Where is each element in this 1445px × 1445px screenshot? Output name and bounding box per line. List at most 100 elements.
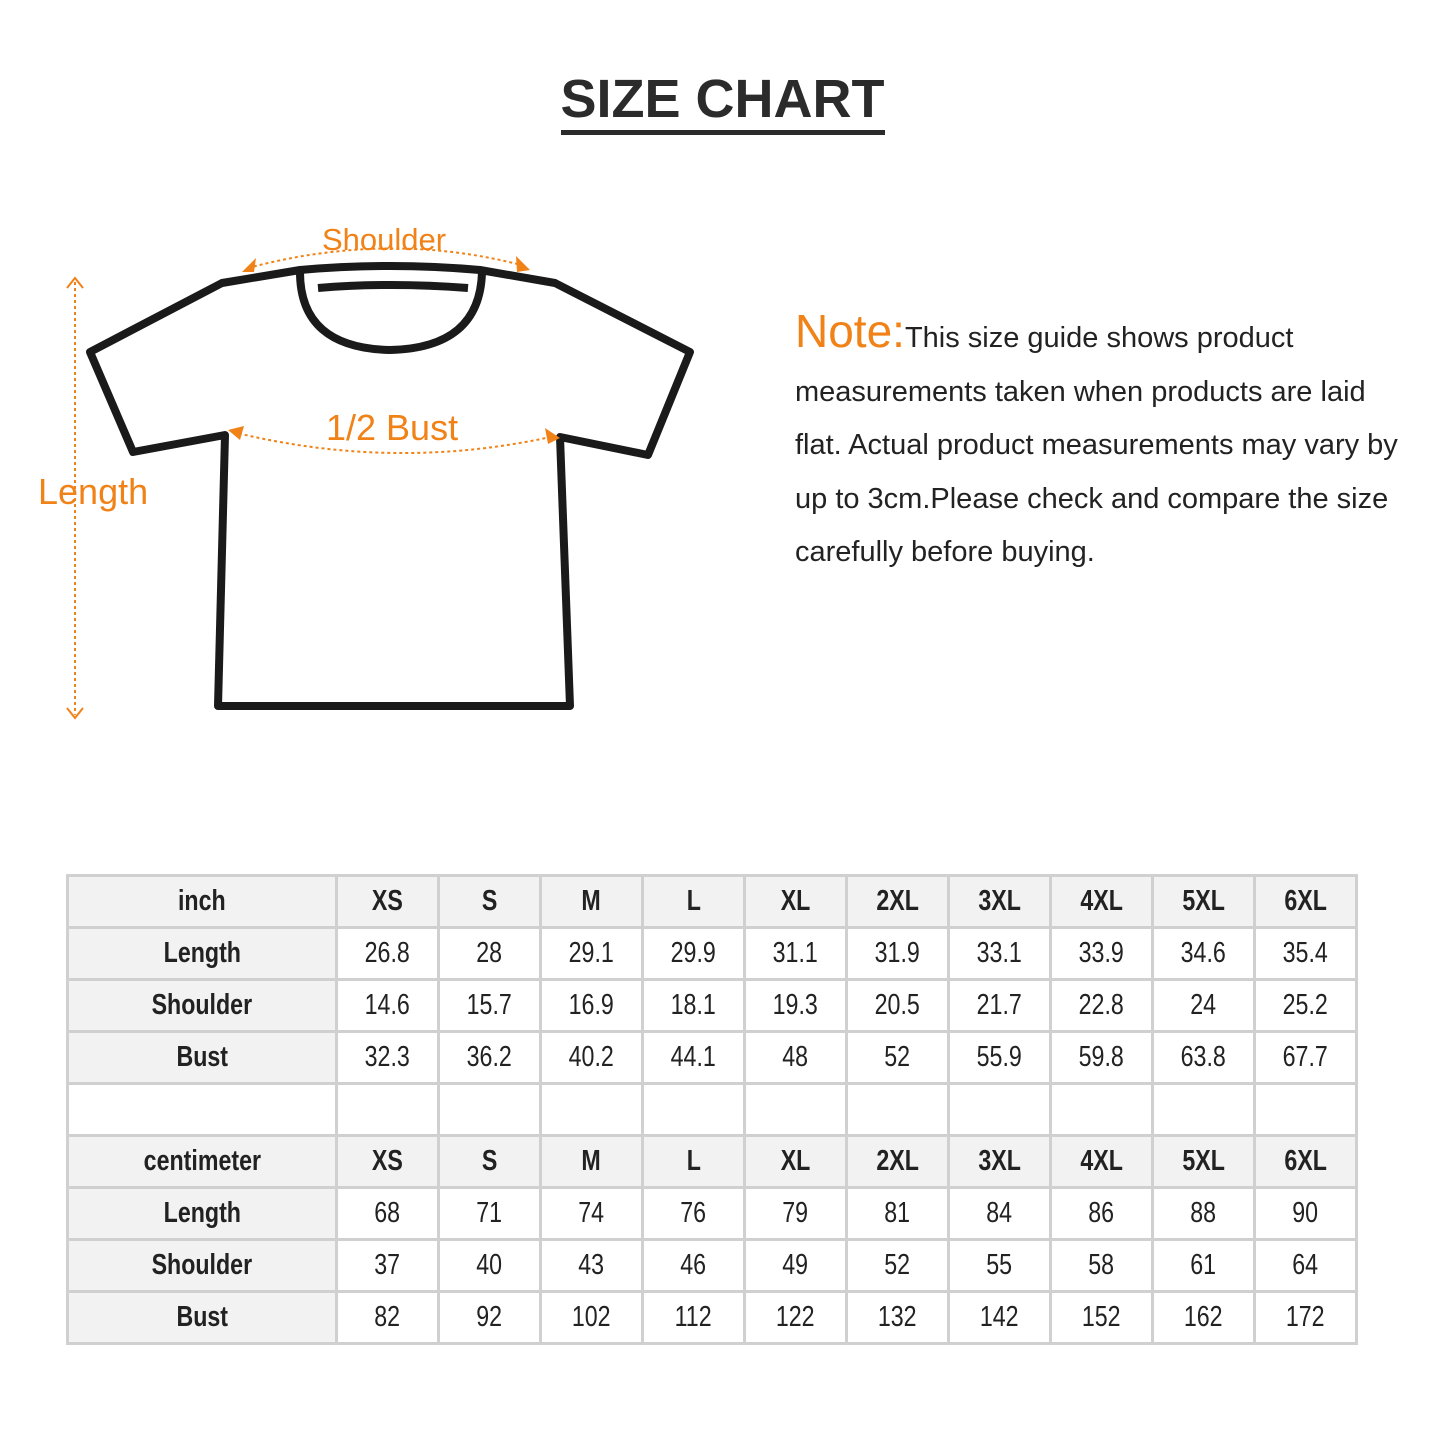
value-cell: 31.1 bbox=[743, 926, 848, 981]
value-cell: 29.9 bbox=[641, 926, 746, 981]
value-cell: 20.5 bbox=[845, 978, 950, 1033]
value-cell: 63.8 bbox=[1151, 1030, 1256, 1085]
tshirt-diagram bbox=[66, 247, 694, 720]
tshirt-outline bbox=[86, 262, 694, 710]
value-cell: 142 bbox=[947, 1290, 1052, 1345]
size-header: 5XL bbox=[1151, 1134, 1256, 1189]
size-header: S bbox=[437, 1134, 542, 1189]
value-cell: 29.1 bbox=[539, 926, 644, 981]
row-label: Shoulder bbox=[66, 1238, 338, 1293]
value-cell: 44.1 bbox=[641, 1030, 746, 1085]
value-cell: 52 bbox=[845, 1238, 950, 1293]
value-cell: 49 bbox=[743, 1238, 848, 1293]
value-cell: 36.2 bbox=[437, 1030, 542, 1085]
value-cell: 37 bbox=[335, 1238, 440, 1293]
value-cell: 35.4 bbox=[1253, 926, 1358, 981]
size-header: S bbox=[437, 874, 542, 929]
bust-label: 1/2 Bust bbox=[326, 407, 459, 448]
note-text: Note:This size guide shows product measu… bbox=[795, 305, 1398, 568]
value-cell: 71 bbox=[437, 1186, 542, 1241]
value-cell: 19.3 bbox=[743, 978, 848, 1033]
measure-arrows bbox=[74, 247, 556, 715]
size-header: 5XL bbox=[1151, 874, 1256, 929]
empty-cell bbox=[66, 1082, 338, 1137]
size-header: L bbox=[641, 874, 746, 929]
value-cell: 48 bbox=[743, 1030, 848, 1085]
size-header: XS bbox=[335, 1134, 440, 1189]
value-cell: 58 bbox=[1049, 1238, 1154, 1293]
size-header: XL bbox=[743, 1134, 848, 1189]
arrow-heads bbox=[66, 256, 560, 720]
page-title: SIZE CHART bbox=[0, 68, 1445, 135]
value-cell: 112 bbox=[641, 1290, 746, 1345]
table-row: Shoulder 14.6 15.7 16.9 18.1 19.3 20.5 21.7 22.8… bbox=[66, 978, 1358, 1033]
size-header: XS bbox=[335, 874, 440, 929]
size-header: 6XL bbox=[1253, 874, 1358, 929]
value-cell: 52 bbox=[845, 1030, 950, 1085]
size-header: L bbox=[641, 1134, 746, 1189]
spacer-row bbox=[66, 1082, 1358, 1137]
value-cell: 43 bbox=[539, 1238, 644, 1293]
empty-cell bbox=[743, 1082, 848, 1137]
value-cell: 46 bbox=[641, 1238, 746, 1293]
value-cell: 79 bbox=[743, 1186, 848, 1241]
note-label: Note: bbox=[795, 305, 905, 357]
value-cell: 90 bbox=[1253, 1186, 1358, 1241]
value-cell: 68 bbox=[335, 1186, 440, 1241]
size-header: 2XL bbox=[845, 874, 950, 929]
value-cell: 132 bbox=[845, 1290, 950, 1345]
size-table: inch XS S M L XL 2XL 3XL 4XL 5XL 6XL Length 26.8 28 29… bbox=[66, 874, 1358, 1345]
size-header: M bbox=[539, 1134, 644, 1189]
value-cell: 24 bbox=[1151, 978, 1256, 1033]
unit-header: centimeter bbox=[66, 1134, 338, 1189]
value-cell: 40.2 bbox=[539, 1030, 644, 1085]
length-label: Length bbox=[38, 471, 149, 512]
value-cell: 22.8 bbox=[1049, 978, 1154, 1033]
size-header: 2XL bbox=[845, 1134, 950, 1189]
empty-cell bbox=[539, 1082, 644, 1137]
value-cell: 18.1 bbox=[641, 978, 746, 1033]
size-header: 3XL bbox=[947, 1134, 1052, 1189]
value-cell: 92 bbox=[437, 1290, 542, 1345]
value-cell: 86 bbox=[1049, 1186, 1154, 1241]
value-cell: 88 bbox=[1151, 1186, 1256, 1241]
empty-cell bbox=[335, 1082, 440, 1137]
size-header: XL bbox=[743, 874, 848, 929]
empty-cell bbox=[437, 1082, 542, 1137]
header-row: inch XS S M L XL 2XL 3XL 4XL 5XL 6XL bbox=[66, 874, 1358, 929]
unit-header: inch bbox=[66, 874, 338, 929]
value-cell: 25.2 bbox=[1253, 978, 1358, 1033]
value-cell: 55.9 bbox=[947, 1030, 1052, 1085]
empty-cell bbox=[1049, 1082, 1154, 1137]
value-cell: 84 bbox=[947, 1186, 1052, 1241]
row-label: Length bbox=[66, 1186, 338, 1241]
value-cell: 61 bbox=[1151, 1238, 1256, 1293]
size-header: 3XL bbox=[947, 874, 1052, 929]
value-cell: 59.8 bbox=[1049, 1030, 1154, 1085]
empty-cell bbox=[1253, 1082, 1358, 1137]
value-cell: 26.8 bbox=[335, 926, 440, 981]
row-label: Shoulder bbox=[66, 978, 338, 1033]
value-cell: 33.1 bbox=[947, 926, 1052, 981]
size-header: 6XL bbox=[1253, 1134, 1358, 1189]
table-row: Length 68 71 74 76 79 81 84 86 88 90 bbox=[66, 1186, 1358, 1241]
row-label: Bust bbox=[66, 1290, 338, 1345]
empty-cell bbox=[641, 1082, 746, 1137]
value-cell: 34.6 bbox=[1151, 926, 1256, 981]
size-header: 4XL bbox=[1049, 874, 1154, 929]
row-label: Bust bbox=[66, 1030, 338, 1085]
size-header: 4XL bbox=[1049, 1134, 1154, 1189]
value-cell: 102 bbox=[539, 1290, 644, 1345]
value-cell: 162 bbox=[1151, 1290, 1256, 1345]
value-cell: 74 bbox=[539, 1186, 644, 1241]
value-cell: 40 bbox=[437, 1238, 542, 1293]
empty-cell bbox=[947, 1082, 1052, 1137]
row-label: Length bbox=[66, 926, 338, 981]
value-cell: 33.9 bbox=[1049, 926, 1154, 981]
value-cell: 82 bbox=[335, 1290, 440, 1345]
value-cell: 21.7 bbox=[947, 978, 1052, 1033]
header-row: centimeter XS S M L XL 2XL 3XL 4XL 5XL 6XL bbox=[66, 1134, 1358, 1189]
value-cell: 55 bbox=[947, 1238, 1052, 1293]
value-cell: 76 bbox=[641, 1186, 746, 1241]
value-cell: 16.9 bbox=[539, 978, 644, 1033]
